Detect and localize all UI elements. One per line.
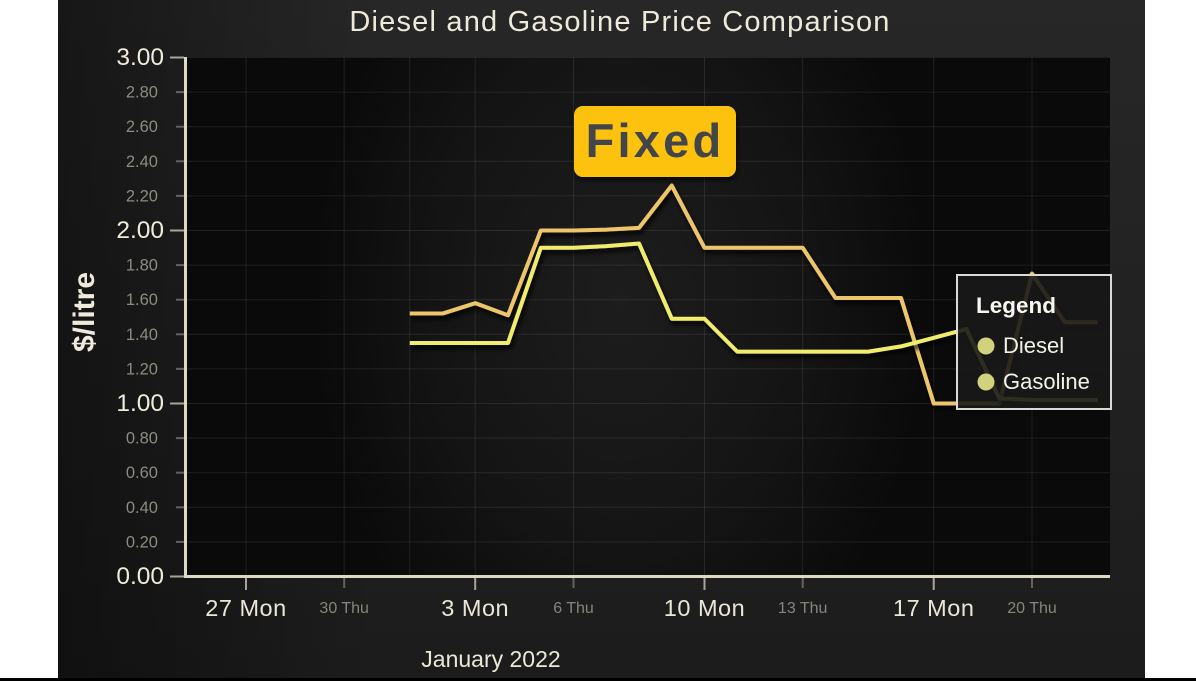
svg-text:17 Mon: 17 Mon [893, 595, 974, 621]
svg-text:2.20: 2.20 [126, 187, 158, 205]
svg-text:0.20: 0.20 [126, 533, 158, 551]
svg-text:0.00: 0.00 [116, 563, 164, 590]
svg-text:Fixed: Fixed [586, 114, 725, 167]
svg-text:1.80: 1.80 [126, 257, 158, 275]
svg-text:Legend: Legend [976, 293, 1056, 318]
svg-text:Diesel and Gasoline Price Comp: Diesel and Gasoline Price Comparison [349, 6, 890, 38]
svg-text:2.00: 2.00 [116, 217, 164, 244]
svg-text:6 Thu: 6 Thu [553, 600, 594, 617]
svg-text:1.60: 1.60 [126, 291, 158, 309]
svg-text:January 2022: January 2022 [421, 646, 560, 672]
svg-text:3.00: 3.00 [116, 44, 164, 71]
svg-text:1.20: 1.20 [126, 360, 158, 378]
svg-text:27 Mon: 27 Mon [205, 595, 286, 621]
svg-text:30 Thu: 30 Thu [319, 600, 369, 617]
svg-text:1.40: 1.40 [126, 326, 158, 344]
svg-text:2.80: 2.80 [126, 84, 158, 102]
svg-text:2.40: 2.40 [126, 153, 158, 171]
svg-text:1.00: 1.00 [116, 390, 164, 417]
svg-text:10 Mon: 10 Mon [664, 595, 745, 621]
svg-text:20 Thu: 20 Thu [1007, 600, 1057, 617]
svg-text:0.40: 0.40 [126, 499, 158, 517]
svg-text:Diesel: Diesel [1003, 333, 1064, 358]
svg-text:Gasoline: Gasoline [1003, 369, 1090, 394]
svg-text:13 Thu: 13 Thu [778, 600, 828, 617]
svg-text:2.60: 2.60 [126, 118, 158, 136]
svg-text:0.60: 0.60 [126, 464, 158, 482]
svg-text:$/litre: $/litre [68, 272, 101, 352]
svg-text:3 Mon: 3 Mon [441, 595, 509, 621]
svg-text:0.80: 0.80 [126, 430, 158, 448]
